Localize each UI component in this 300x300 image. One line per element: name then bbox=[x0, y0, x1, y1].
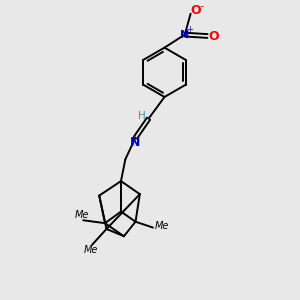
Text: Me: Me bbox=[154, 221, 169, 231]
Text: -: - bbox=[200, 1, 204, 11]
Text: H: H bbox=[138, 111, 146, 121]
Text: N: N bbox=[180, 30, 189, 40]
Text: Me: Me bbox=[84, 245, 98, 255]
Text: N: N bbox=[130, 136, 141, 149]
Text: O: O bbox=[190, 4, 201, 17]
Text: Me: Me bbox=[75, 210, 90, 220]
Text: O: O bbox=[208, 29, 219, 43]
Text: +: + bbox=[186, 25, 193, 34]
